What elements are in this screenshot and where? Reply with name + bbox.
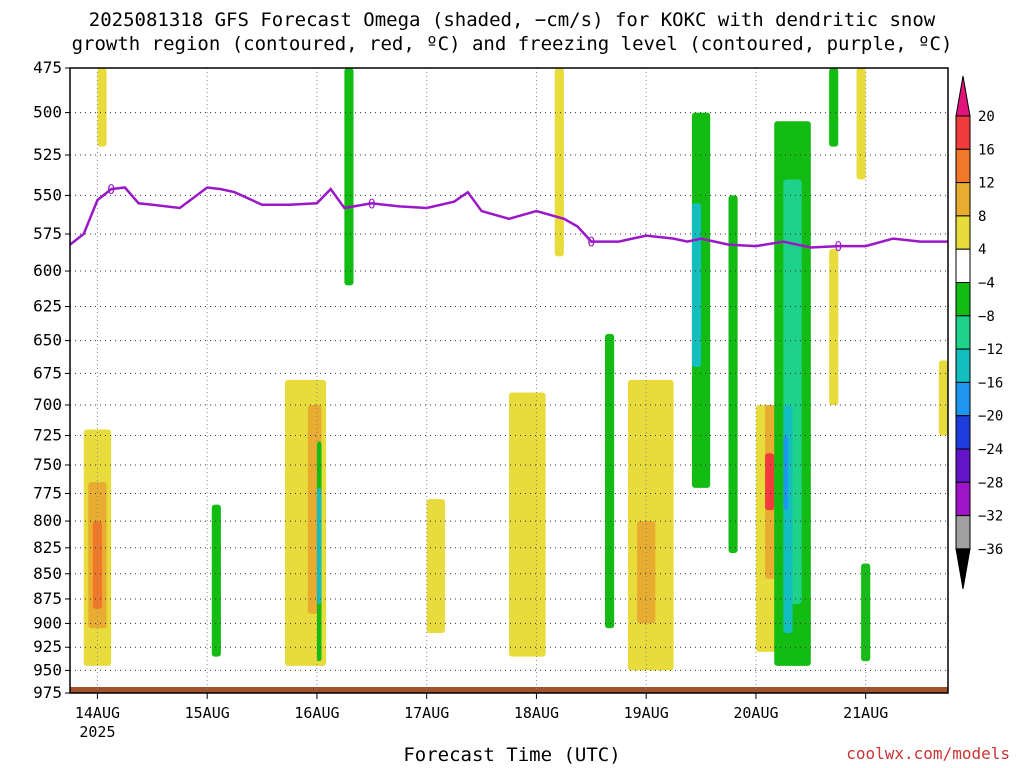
- omega-region-11: [509, 392, 546, 657]
- x-tick-label: 15AUG: [185, 704, 230, 722]
- y-tick-label: 675: [33, 363, 62, 382]
- y-tick-label: 475: [33, 58, 62, 77]
- x-axis-label: Forecast Time (UTC): [403, 744, 621, 766]
- omega-region-25: [783, 435, 788, 511]
- colorbar-bin: [955, 215, 971, 250]
- freezing-level-label: 0: [368, 197, 376, 212]
- colorbar-label: −28: [978, 475, 1003, 491]
- colorbar-bin: [955, 115, 971, 150]
- y-tick-label: 825: [33, 538, 62, 557]
- freezing-level-line: [69, 186, 948, 249]
- colorbar-bin: [955, 182, 971, 217]
- colorbar-label: −24: [978, 442, 1003, 458]
- y-tick-label: 925: [33, 637, 62, 656]
- chart-title: 2025081318 GFS Forecast Omega (shaded, −…: [0, 8, 1024, 56]
- colorbar-label: −32: [978, 509, 1003, 525]
- omega-region-9: [344, 68, 354, 286]
- grid-lines: [70, 68, 948, 693]
- x-tick-label: 17AUG: [404, 704, 449, 722]
- omega-region-12: [554, 68, 564, 257]
- freezing-level-label: 0: [587, 236, 595, 251]
- colorbar-bin: [955, 148, 971, 184]
- x-tick-label: 18AUG: [514, 704, 559, 722]
- x-tick-label: 19AUG: [624, 704, 669, 722]
- colorbar: 20 16 12 8 4 −4 −8 −12 −16 −20 −24 −28 −32 −36: [955, 75, 1003, 589]
- x-tick-label: 21AUG: [843, 704, 888, 722]
- y-tick-label: 625: [33, 297, 62, 316]
- y-tick-label: 975: [33, 683, 62, 702]
- omega-region-30: [938, 360, 948, 436]
- omega-region-21: [765, 453, 775, 511]
- omega-region-13: [605, 333, 615, 629]
- colorbar-label: −8: [978, 309, 995, 325]
- colorbar-label: −20: [978, 409, 1003, 425]
- omega-shading: [70, 68, 948, 693]
- y-tick-label: 700: [33, 395, 62, 414]
- colorbar-bin: [955, 248, 971, 283]
- omega-region-26: [829, 68, 839, 147]
- chart-title-line-1: 2025081318 GFS Forecast Omega (shaded, −…: [88, 9, 936, 31]
- colorbar-label: 12: [978, 176, 995, 192]
- colorbar-bin: [955, 381, 971, 417]
- omega-region-27: [829, 249, 839, 406]
- colorbar-bin: [955, 348, 971, 383]
- colorbar-label: 4: [978, 242, 986, 258]
- y-tick-label: 725: [33, 426, 62, 445]
- y-tick-label: 575: [33, 224, 62, 243]
- colorbar-label: −36: [978, 542, 1003, 558]
- omega-region-17: [691, 203, 702, 367]
- omega-region-18: [728, 195, 738, 554]
- colorbar-label: −4: [978, 276, 995, 292]
- colorbar-label: 8: [978, 209, 986, 225]
- colorbar-bin: [955, 415, 971, 450]
- y-tick-label: 550: [33, 185, 62, 204]
- colorbar-label: −16: [978, 375, 1003, 391]
- freezing-level-contour: 0 0 0 0: [69, 183, 948, 255]
- y-tick-label: 650: [33, 331, 62, 350]
- chart-title-line-2: growth region (contoured, red, ºC) and f…: [71, 33, 953, 55]
- omega-region-28: [856, 68, 866, 180]
- colorbar-label: −12: [978, 342, 1003, 358]
- y-axis: 475 500 525 550 575 600 625 650 675 700 725 750 775 8…: [33, 58, 70, 702]
- y-tick-label: 850: [33, 564, 62, 583]
- x-tick-sublabel: 2025: [79, 723, 115, 741]
- omega-region-3: [97, 68, 107, 147]
- y-tick-label: 600: [33, 261, 62, 280]
- ground-strip: [70, 687, 948, 693]
- x-tick-label: 14AUG: [75, 704, 120, 722]
- freezing-level-label: 0: [834, 240, 842, 255]
- y-tick-label: 775: [33, 483, 62, 502]
- y-tick-label: 900: [33, 613, 62, 632]
- y-tick-label: 950: [33, 660, 62, 679]
- colorbar-bin: [955, 481, 971, 517]
- omega-region-4: [211, 504, 221, 657]
- colorbar-bin: [955, 315, 971, 350]
- colorbar-top-arrow: [955, 75, 971, 117]
- colorbar-label: 16: [978, 142, 995, 158]
- omega-region-10: [426, 499, 445, 634]
- colorbar-label: 20: [978, 109, 995, 125]
- x-tick-label: 16AUG: [294, 704, 339, 722]
- x-tick-label: 20AUG: [733, 704, 778, 722]
- y-tick-label: 500: [33, 103, 62, 122]
- colorbar-bin: [955, 515, 971, 550]
- colorbar-bottom-arrow: [955, 548, 971, 589]
- plot-frame: [69, 67, 949, 694]
- omega-region-8: [316, 487, 322, 604]
- y-tick-label: 800: [33, 511, 62, 530]
- colorbar-bin: [955, 282, 971, 317]
- credit-text: coolwx.com/models: [846, 744, 1010, 763]
- colorbar-bin: [955, 448, 971, 483]
- y-tick-label: 750: [33, 455, 62, 474]
- freezing-level-label: 0: [107, 183, 115, 198]
- y-tick-label: 875: [33, 589, 62, 608]
- y-tick-label: 525: [33, 145, 62, 164]
